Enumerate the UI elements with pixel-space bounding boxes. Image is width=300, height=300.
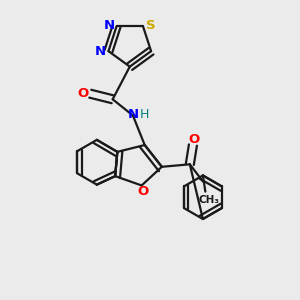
Text: N: N [128,108,139,121]
Text: O: O [78,87,89,100]
Text: S: S [146,19,155,32]
Text: CH₃: CH₃ [199,195,220,206]
Text: N: N [103,19,114,32]
Text: N: N [95,45,106,58]
Text: O: O [188,133,200,146]
Text: O: O [137,184,148,198]
Text: H: H [140,108,149,121]
